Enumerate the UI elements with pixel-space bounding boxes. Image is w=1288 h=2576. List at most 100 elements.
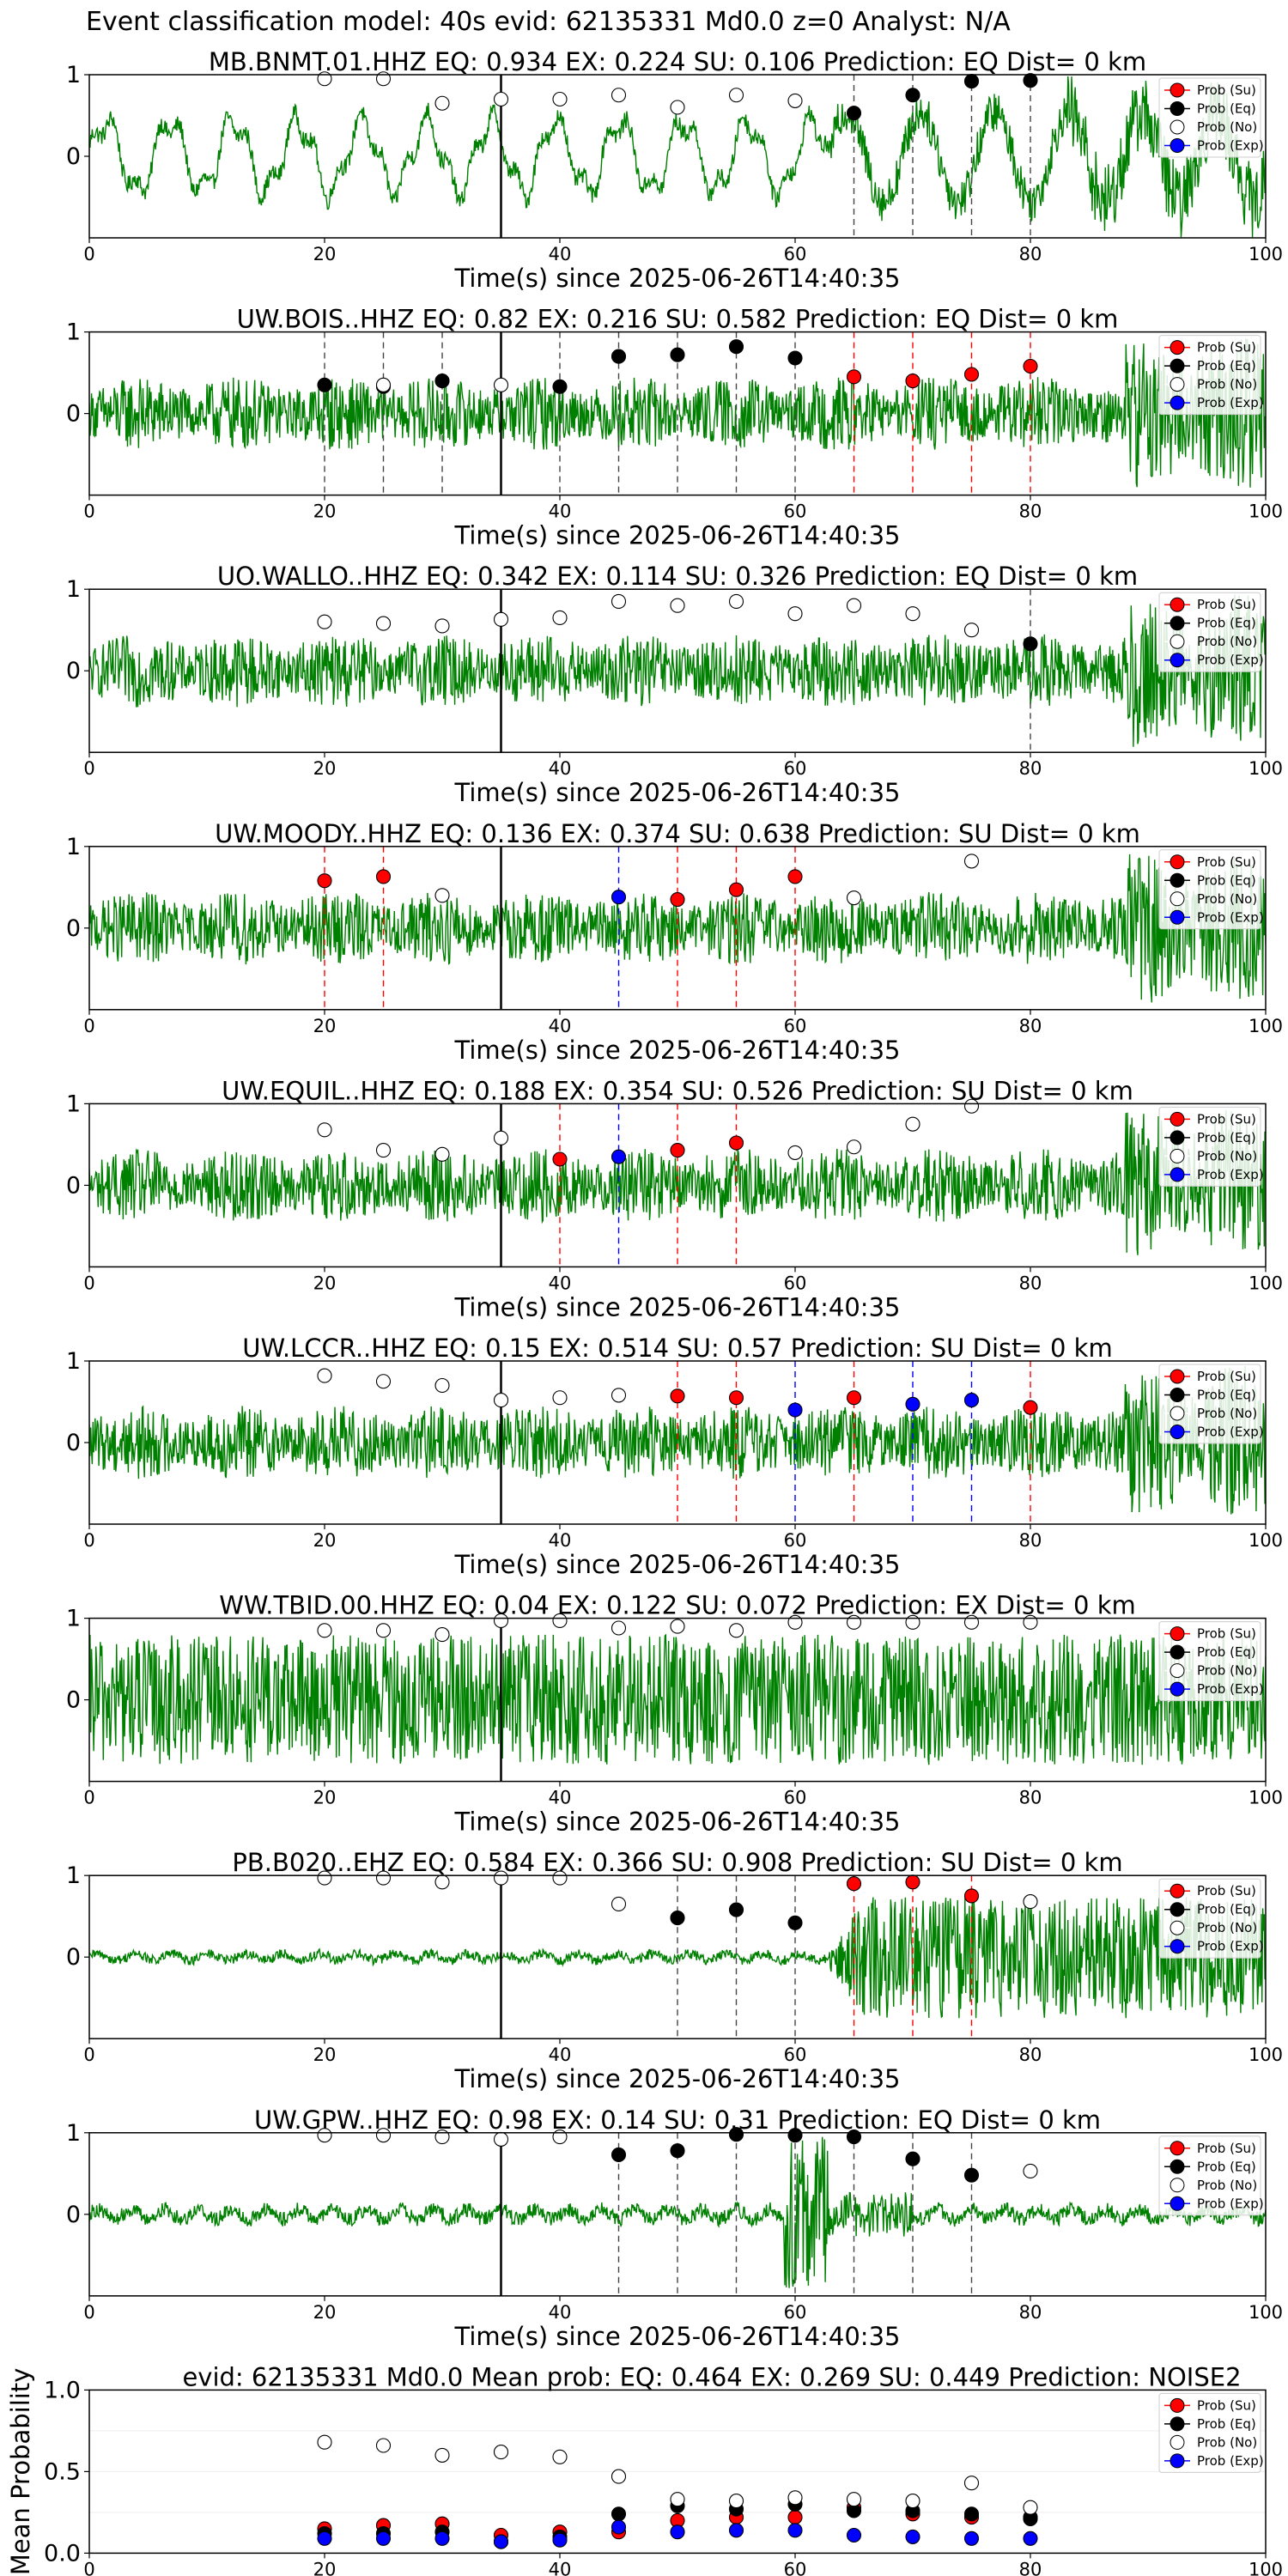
legend-marker-no [1170, 1148, 1185, 1163]
prob-point-su [963, 367, 980, 382]
trace-group [89, 1365, 1266, 1515]
y-tick-label: 1 [66, 834, 81, 860]
prob-point-eq [670, 2143, 685, 2159]
prob-point-no [434, 618, 450, 634]
x-tick-label: 80 [1019, 1016, 1042, 1036]
prob-point-su [787, 869, 803, 884]
y-tick-label: 0 [66, 1944, 81, 1971]
x-tick-label: 100 [1249, 1788, 1283, 1808]
x-tick-label: 0 [83, 1273, 94, 1293]
legend-label: Prob (Su) [1197, 1626, 1256, 1642]
legend-label: Prob (Su) [1197, 2141, 1256, 2156]
legend-label: Prob (No) [1197, 2434, 1257, 2450]
legend-label: Prob (Eq) [1197, 1902, 1256, 1917]
prob-point-eq [728, 2127, 744, 2142]
prob-point-eq [434, 374, 450, 389]
trace-group [89, 594, 1266, 747]
legend-label: Prob (Su) [1197, 597, 1256, 612]
prob-point-no [375, 2128, 392, 2143]
x-tick-label: 40 [549, 1273, 572, 1293]
legend-marker-eq [1170, 1130, 1185, 1145]
prob-point-no [493, 91, 509, 107]
prob-point-exp [905, 1396, 920, 1412]
prob-point-no [846, 1614, 862, 1630]
waveform-trace [89, 854, 1266, 1003]
legend-marker-su [1170, 854, 1185, 870]
prob-point-no [670, 1619, 685, 1634]
legend-marker-no [1170, 119, 1185, 135]
mean-point-exp [493, 2534, 509, 2549]
prob-point-su [846, 1390, 862, 1406]
axes-frame [88, 74, 1267, 239]
legend-label: Prob (Exp) [1197, 653, 1264, 668]
prob-point-no [1023, 1614, 1038, 1630]
legend-marker-no [1170, 2178, 1185, 2193]
prob-point-no [611, 593, 627, 610]
legend-label: Prob (Exp) [1197, 1425, 1264, 1440]
prob-point-no [375, 1374, 392, 1389]
y-tick-label: 0 [66, 1172, 81, 1199]
prob-point-eq [611, 349, 627, 364]
y-tick-label: 0.0 [44, 2540, 81, 2567]
legend-label: Prob (Eq) [1197, 1644, 1256, 1660]
prob-point-no [375, 616, 392, 631]
legend-box [1158, 1364, 1261, 1444]
legend-marker-eq [1170, 2416, 1185, 2432]
prob-point-no [434, 1627, 450, 1643]
mean-point-no [728, 2494, 744, 2509]
prob-point-no [552, 1390, 568, 1406]
legend-label: Prob (Exp) [1197, 1167, 1264, 1182]
prob-point-no [611, 1620, 627, 1636]
legend-marker-exp [1170, 909, 1185, 925]
legend-label: Prob (Eq) [1197, 101, 1256, 117]
x-tick-label: 20 [313, 244, 337, 264]
prob-point-no [846, 890, 862, 906]
legend-marker-exp [1170, 1425, 1185, 1439]
prob-point-no [375, 71, 392, 87]
y-tick-label: 0 [66, 1687, 81, 1714]
legend-marker-exp [1170, 1167, 1185, 1182]
x-tick-label: 60 [784, 501, 807, 522]
mean-point-exp [963, 2530, 980, 2546]
prob-point-no [728, 88, 744, 103]
x-tick-label: 0 [83, 2559, 94, 2576]
x-axis-label: Time(s) since 2025-06-26T14:40:35 [454, 2064, 901, 2093]
mean-point-eq [963, 2506, 980, 2522]
legend-label: Prob (Eq) [1197, 1388, 1256, 1403]
legend-marker-su [1170, 1111, 1185, 1127]
prob-point-no [552, 1870, 568, 1886]
prob-point-su [375, 869, 392, 884]
prob-point-su [905, 374, 920, 389]
y-tick-label: 1.0 [44, 2377, 81, 2403]
prob-point-su [905, 1874, 920, 1890]
mean-point-no [434, 2447, 450, 2463]
prob-point-no [493, 1130, 509, 1145]
y-axis-label: Mean Probability [6, 2368, 35, 2576]
prob-point-no [434, 1874, 450, 1890]
x-tick-label: 40 [549, 758, 572, 779]
legend-marker-exp [1170, 138, 1185, 153]
prob-point-no [552, 1613, 568, 1628]
legend-box [1158, 849, 1261, 930]
legend-marker-eq [1170, 1644, 1185, 1660]
trace-group [89, 338, 1266, 488]
mean-point-eq [611, 2506, 627, 2522]
prob-point-no [317, 2128, 332, 2143]
prob-point-no [317, 1623, 332, 1638]
prob-point-no [905, 1614, 920, 1630]
legend-marker-eq [1170, 2159, 1185, 2174]
x-tick-label: 20 [313, 758, 337, 779]
waveform-trace [89, 1109, 1266, 1255]
trace-group [89, 1894, 1266, 2019]
waveform-trace [89, 76, 1266, 238]
prob-point-no [375, 1870, 392, 1886]
prob-point-eq [670, 347, 685, 362]
legend-marker-eq [1170, 1388, 1185, 1402]
x-tick-label: 0 [83, 2302, 94, 2323]
prob-point-su [846, 369, 862, 385]
legend-box [1158, 1621, 1261, 1702]
y-tick-label: 1 [66, 1091, 81, 1117]
x-tick-label: 60 [784, 1788, 807, 1808]
prob-point-eq [905, 2151, 920, 2166]
prob-point-exp [611, 890, 627, 905]
